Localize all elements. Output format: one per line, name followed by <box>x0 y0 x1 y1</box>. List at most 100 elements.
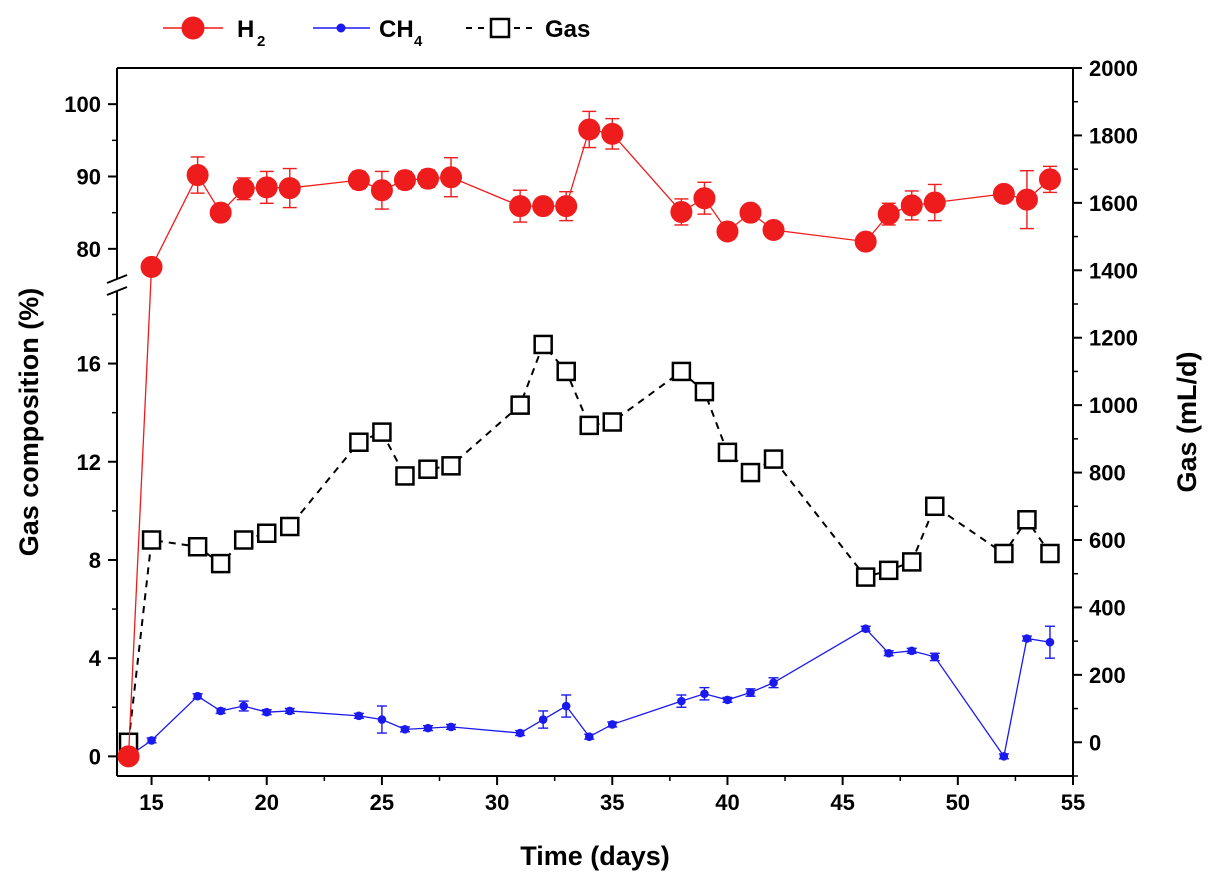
left-axis-ticks: 80 90 100 0 4 8 12 16 <box>64 92 117 769</box>
data-point-gas <box>280 516 300 537</box>
data-point-h2 <box>670 200 693 223</box>
data-point-gas <box>994 543 1014 564</box>
x-tick-label: 55 <box>1061 790 1085 815</box>
right-tick-label: 0 <box>1089 730 1101 755</box>
series-line-h2 <box>127 128 1051 757</box>
data-point-h2 <box>209 201 232 224</box>
right-tick-label: 1400 <box>1089 258 1138 283</box>
data-point-ch4 <box>584 732 594 742</box>
data-point-ch4 <box>1045 637 1055 647</box>
legend: H 2 CH 4 Gas <box>163 16 590 50</box>
data-point-h2 <box>532 195 555 218</box>
x-tick-label: 40 <box>715 790 739 815</box>
data-point-ch4 <box>907 646 917 656</box>
data-point-gas <box>141 530 162 550</box>
legend-item-h2[interactable]: H 2 <box>163 16 265 50</box>
data-point-gas <box>901 552 922 572</box>
legend-gas-marker <box>489 17 511 39</box>
data-point-gas <box>395 466 415 486</box>
data-point-gas <box>1017 510 1037 530</box>
right-tick-label: 600 <box>1089 528 1126 553</box>
data-point-gas <box>210 553 231 574</box>
data-point-gas <box>671 361 692 382</box>
right-axis-ticks: 0 200 400 600 800 1000 1200 1400 1600 1800 2000 <box>1073 56 1138 777</box>
data-point-ch4 <box>193 691 202 701</box>
data-point-ch4 <box>1022 634 1032 643</box>
data-point-gas <box>579 415 599 436</box>
data-point-ch4 <box>700 689 709 699</box>
data-point-h2 <box>347 169 370 192</box>
right-tick-label: 2000 <box>1089 56 1138 81</box>
data-point-ch4 <box>538 715 548 724</box>
data-point-h2 <box>854 230 877 253</box>
data-point-ch4 <box>769 678 778 688</box>
left-tick-label: 12 <box>77 450 101 475</box>
legend-ch4-subscript: 4 <box>414 33 423 50</box>
data-point-ch4 <box>515 728 525 738</box>
data-point-h2 <box>1038 168 1061 191</box>
axis-break-line-lower <box>106 286 128 296</box>
data-point-h2 <box>117 745 140 768</box>
data-point-ch4 <box>147 736 156 745</box>
data-point-h2 <box>992 182 1015 205</box>
data-point-gas <box>556 361 576 382</box>
right-tick-label: 800 <box>1089 461 1126 486</box>
right-axis-title: Gas (mL/d) <box>1172 351 1202 492</box>
data-point-h2 <box>900 194 923 217</box>
data-point-ch4 <box>446 722 456 732</box>
legend-item-gas[interactable]: Gas <box>466 16 590 43</box>
data-point-h2 <box>140 255 163 278</box>
right-tick-label: 1000 <box>1089 393 1138 418</box>
legend-h2-label: H <box>237 16 254 43</box>
right-tick-label: 1600 <box>1089 191 1138 216</box>
series-h2 <box>117 110 1061 768</box>
data-point-ch4 <box>285 706 295 716</box>
data-point-ch4 <box>377 715 387 724</box>
data-point-gas <box>372 422 392 442</box>
x-axis-ticks: 15 20 25 30 35 40 45 50 55 <box>139 776 1085 815</box>
x-tick-label: 25 <box>370 790 394 815</box>
plot-frame <box>116 67 1074 777</box>
right-tick-label: 400 <box>1089 595 1126 620</box>
data-point-ch4 <box>607 720 617 729</box>
data-point-gas <box>763 449 784 469</box>
left-tick-label: 90 <box>77 165 101 190</box>
data-point-ch4 <box>239 701 248 711</box>
data-point-h2 <box>716 220 739 243</box>
left-tick-label: 16 <box>77 352 101 377</box>
left-tick-label: 100 <box>64 92 101 117</box>
data-point-h2 <box>509 195 532 218</box>
right-tick-label: 1800 <box>1089 123 1138 148</box>
data-point-gas <box>878 560 899 581</box>
data-point-gas <box>441 456 461 476</box>
data-point-ch4 <box>884 648 894 658</box>
data-point-gas <box>717 442 738 463</box>
right-tick-label: 200 <box>1089 663 1126 688</box>
legend-item-ch4[interactable]: CH 4 <box>313 16 423 50</box>
left-tick-label: 80 <box>77 237 101 262</box>
x-tick-label: 50 <box>946 790 970 815</box>
data-point-gas <box>694 381 715 402</box>
axis-break-line-upper <box>106 274 128 284</box>
data-point-gas <box>1040 543 1060 564</box>
left-axis-title: Gas composition (%) <box>14 288 44 557</box>
data-point-h2 <box>601 122 624 145</box>
x-tick-label: 30 <box>485 790 509 815</box>
data-point-h2 <box>278 177 301 200</box>
left-tick-label: 0 <box>89 744 101 769</box>
data-point-h2 <box>739 201 762 224</box>
x-axis-title: Time (days) <box>520 841 670 871</box>
data-point-gas <box>187 536 208 557</box>
data-point-ch4 <box>262 707 272 717</box>
data-point-h2 <box>762 219 785 242</box>
data-point-ch4 <box>930 652 940 662</box>
axis-break-mark <box>106 274 128 296</box>
series-layer <box>117 110 1061 768</box>
data-point-gas <box>602 412 623 432</box>
legend-gas-label: Gas <box>545 16 590 43</box>
data-point-ch4 <box>354 711 364 721</box>
data-point-ch4 <box>561 701 571 711</box>
data-point-gas <box>510 395 530 415</box>
data-point-h2 <box>393 169 416 192</box>
data-point-gas <box>349 432 369 452</box>
